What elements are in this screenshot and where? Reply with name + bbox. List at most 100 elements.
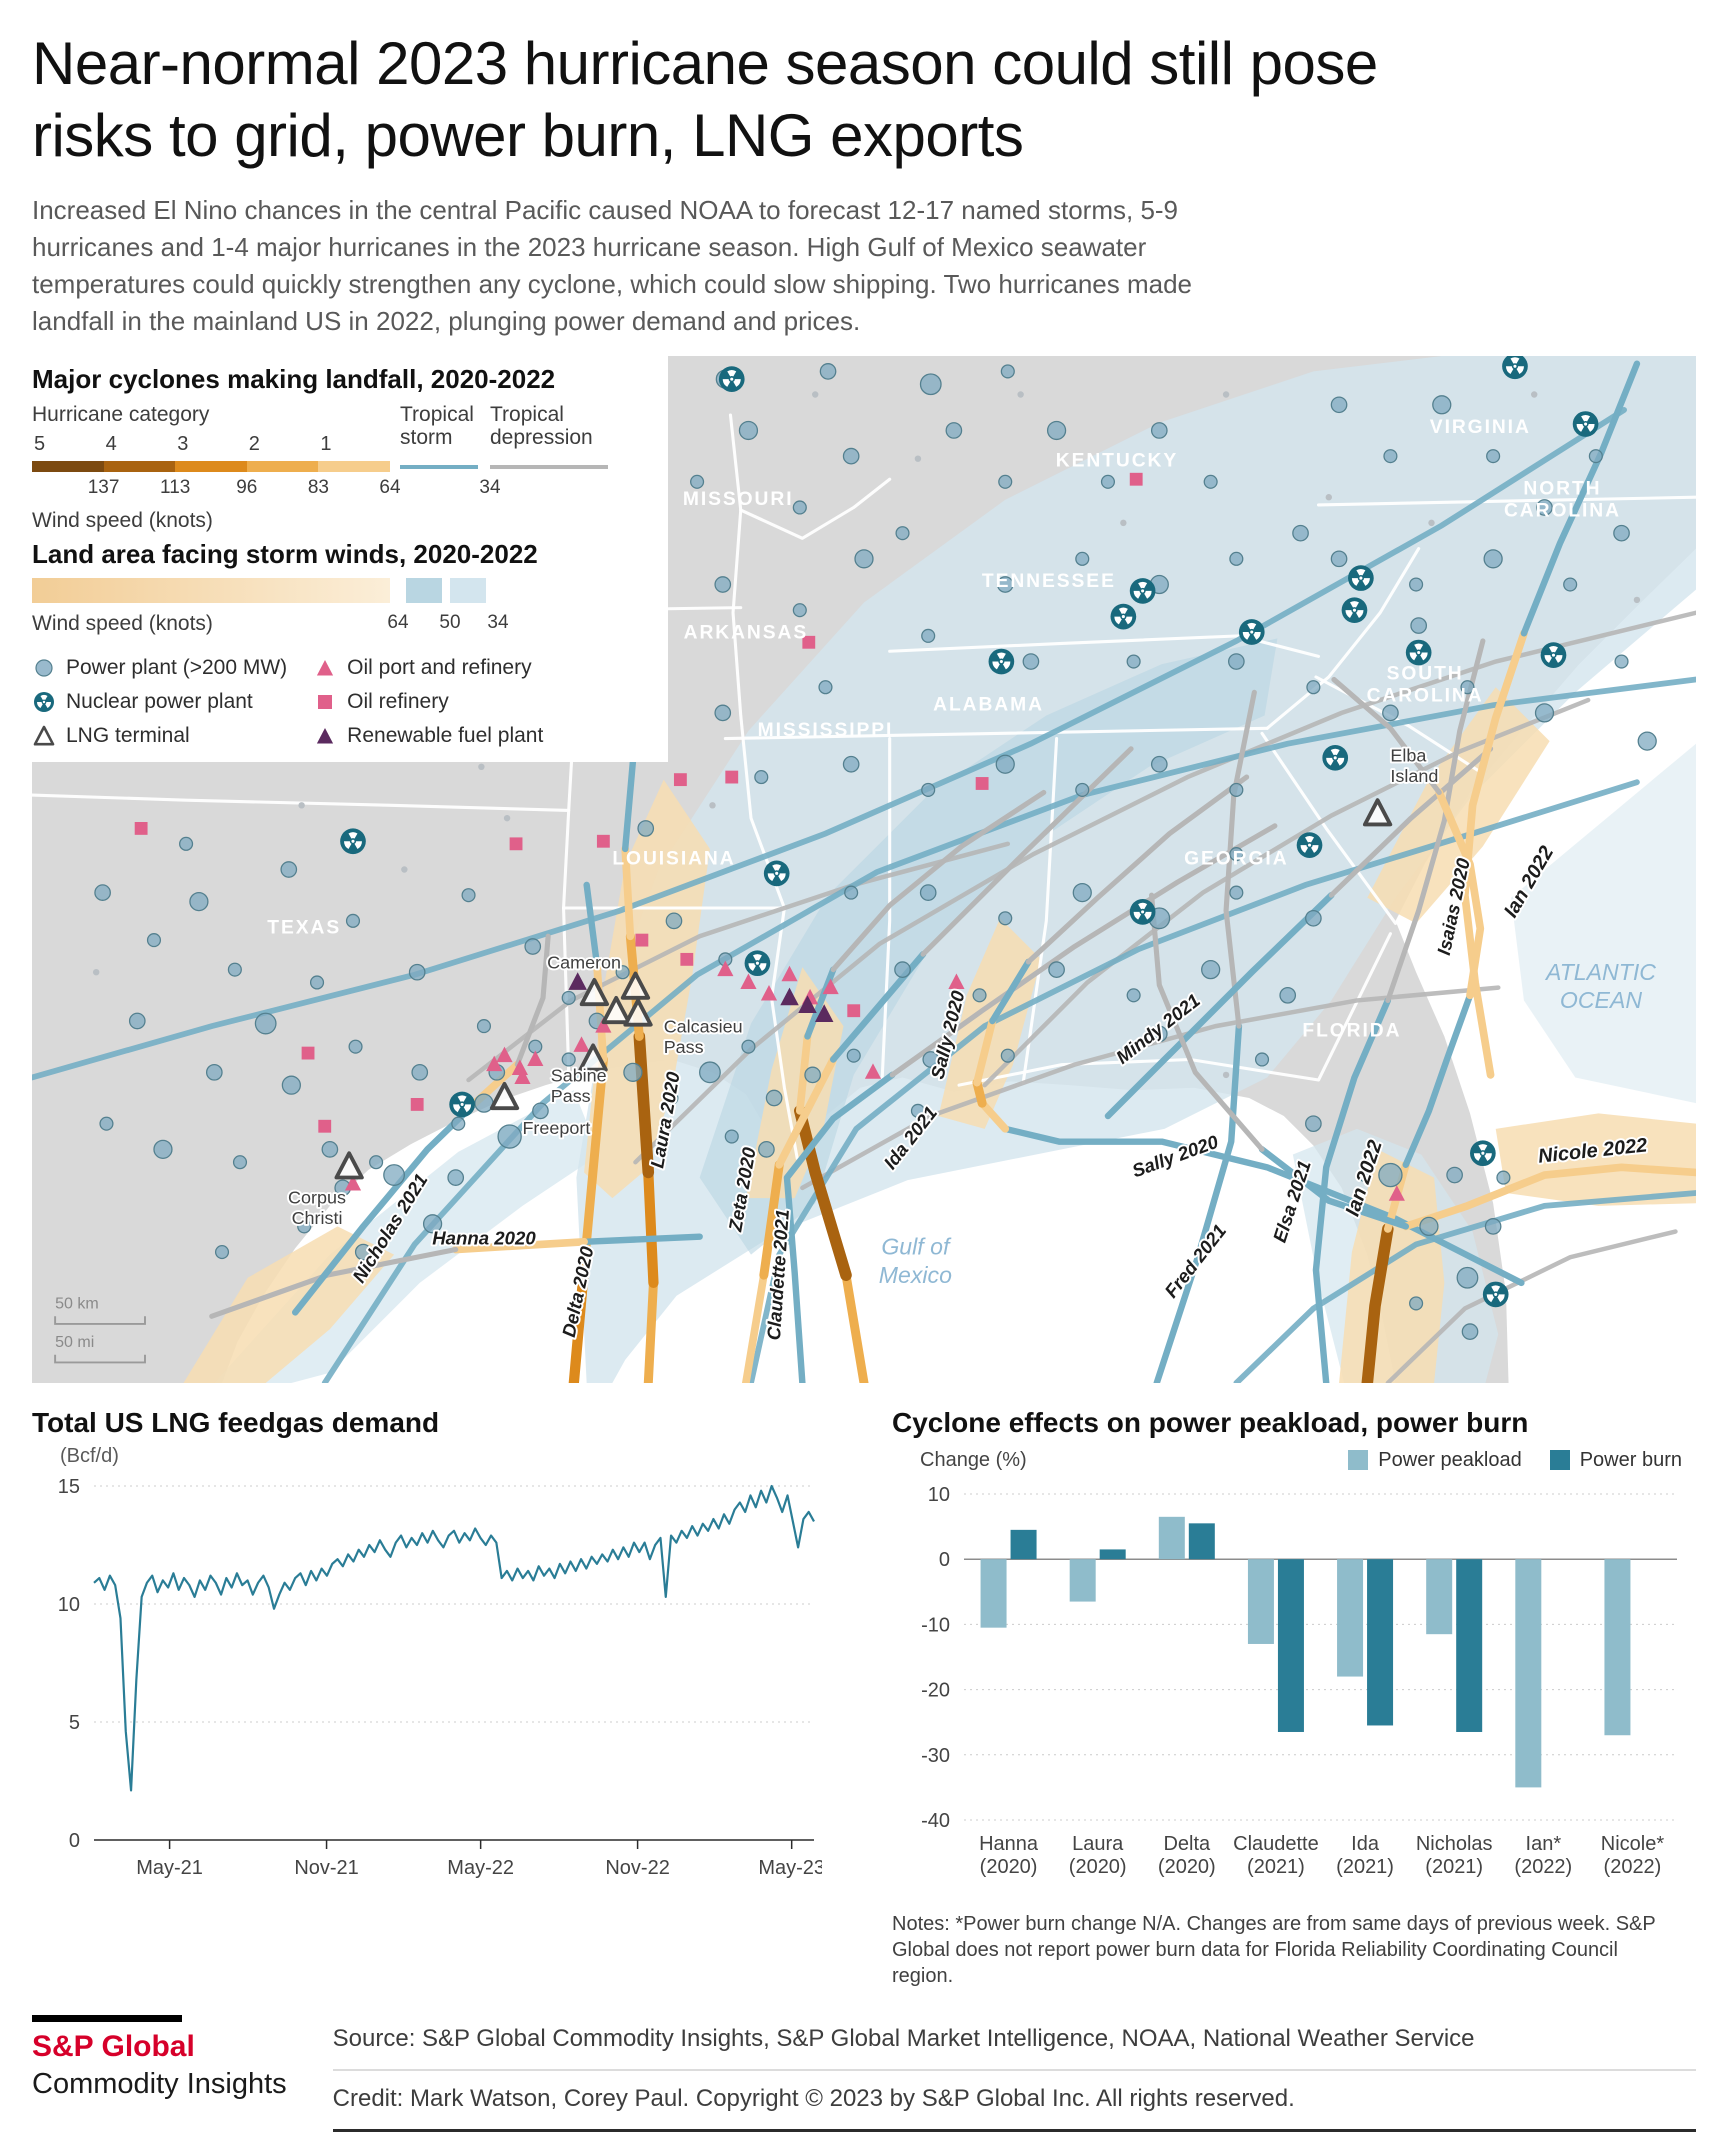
land-wind-scale: Wind speed (knots) 64 50 34 [32,577,622,644]
oil-port-marker [496,1046,513,1062]
power-plant-marker [724,1129,739,1144]
power-plant-marker [895,525,910,540]
power-plant-marker [1486,448,1501,463]
power-plant-marker [348,1039,363,1054]
powerburn-bar [1277,1558,1304,1732]
bar-chart-legend: Power peakload Power burn [1330,1449,1682,1472]
power-plant-marker [1072,882,1092,902]
category-digit: 3 [177,432,189,455]
legend-item-label: Power plant (>200 MW) [66,655,288,679]
oil-port-marker [822,978,839,994]
power-plant-marker [1637,731,1657,751]
legend-item-label: LNG terminal [66,723,190,747]
power-plant-marker [99,1116,114,1131]
power-plant-marker [1201,959,1221,979]
oil-refinery-marker [596,834,610,848]
power-plant-marker [461,887,476,902]
power-plant-marker [1046,420,1067,440]
lng-icon [33,725,55,746]
power-plant-marker [1229,846,1244,861]
oil-refinery-marker [318,1119,332,1133]
power-plant-marker [1229,782,1244,797]
hurricane-category-scale: Hurricane category Tropical storm Tropica… [32,403,622,507]
power-plant-marker [1254,1052,1270,1067]
legend-item-nuclear: Nuclear power plant [32,690,287,714]
power-plant-marker [741,1039,756,1054]
svg-text:LOUISIANA: LOUISIANA [612,848,735,869]
power-plant-marker [1378,1162,1403,1187]
legend-item-renewable: Renewable fuel plant [313,724,543,748]
svg-text:KENTUCKY: KENTUCKY [1056,450,1178,471]
power-plant-marker [532,1102,549,1119]
svg-text:GEORGIA: GEORGIA [1184,848,1288,869]
windspeed-tick: 64 [379,476,401,498]
map-section: MISSOURI KENTUCKY VIRGINIA NORTH CAROLINA TEN… [32,355,1696,1383]
oil-refinery-marker [410,1097,424,1111]
svg-text:Laura(2020): Laura (2020) [1069,1833,1127,1878]
svg-text:-30: -30 [921,1744,950,1766]
line-chart-unit: (Bcf/d) [60,1444,119,1467]
category-swatch [246,460,319,472]
power-plant-marker [354,1243,372,1261]
svg-text:Hanna(2020): Hanna (2020) [979,1833,1039,1878]
power-plant-marker [1229,551,1244,566]
powerburn-legend-chip [1549,1450,1570,1471]
land-windspeed-label: Wind speed (knots) [32,611,213,635]
category-swatch [175,460,247,472]
power-plant-marker [972,987,987,1002]
map-legend: Major cyclones making landfall, 2020-202… [32,355,668,762]
power-plant-marker [922,1050,940,1068]
cyclone-effects-chart: Cyclone effects on power peakload, power… [892,1401,1682,1989]
category-swatch [318,460,390,472]
oil-refinery-marker [680,952,694,966]
oil-port-marker [864,1062,882,1079]
legend-item-lng: LNG terminal [32,724,287,748]
svg-text:VIRGINIA: VIRGINIA [1430,417,1531,438]
oil-port-marker [573,1036,590,1052]
renewable-fuel-marker [780,987,799,1005]
oil-port-marker [514,1068,531,1084]
power-plant-marker [1534,702,1555,723]
power-plant-marker [214,1244,230,1259]
power-plant-marker [281,1075,301,1095]
power-plant-marker [1409,577,1424,592]
symbol-legend: Power plant (>200 MW) Nuclear power plant… [32,656,656,748]
bar-chart-title: Cyclone effects on power peakload, power… [892,1406,1529,1438]
oil-port-marker [595,1016,612,1033]
hurricane-tracks [209,360,1696,1383]
power-plant-marker [1432,394,1452,415]
legend-item-plant: Power plant (>200 MW) [32,656,287,680]
oil-refinery-marker [725,770,739,784]
power-plant-marker [665,912,683,929]
source-line: Source: S&P Global Commodity Insights, S… [332,2024,1475,2052]
renewable-fuel-marker [798,994,817,1013]
power-plant-marker [383,1163,405,1186]
tropical-depression-line [490,464,608,469]
power-plant-marker [1483,548,1503,569]
category-digit: 5 [34,432,46,455]
power-plant-marker [1292,524,1309,542]
power-plant-marker [1614,654,1629,669]
svg-text:-20: -20 [921,1679,950,1701]
svg-text:-40: -40 [921,1810,950,1832]
power-plant-marker [422,1213,443,1234]
wind34-swatch [450,577,486,603]
line-chart-title: Total US LNG feedgas demand [32,1406,440,1438]
power-plant-marker [1536,498,1553,516]
windspeed-tick: 137 [87,476,120,498]
svg-text:Nicholas(2021): Nicholas (2021) [1416,1833,1493,1878]
refinery-icon [318,694,333,709]
tropical-storm-line [400,464,478,469]
oil-port-marker [527,1050,544,1066]
power-plant-marker [1410,616,1428,634]
legend-item-label: Oil refinery [347,689,449,713]
power-plant-marker [1075,782,1090,797]
nuclear-icon [34,691,54,712]
terminal-labels: Cameron Calcasieu Pass Sabine Pass Freeport Co… [286,743,1440,1229]
hurricane-category-label: Hurricane category [32,402,210,426]
power-plant-marker [842,447,860,465]
svg-text:TEXAS: TEXAS [267,917,341,938]
power-plant-marker [615,964,630,979]
power-plant-marker [1229,885,1244,900]
